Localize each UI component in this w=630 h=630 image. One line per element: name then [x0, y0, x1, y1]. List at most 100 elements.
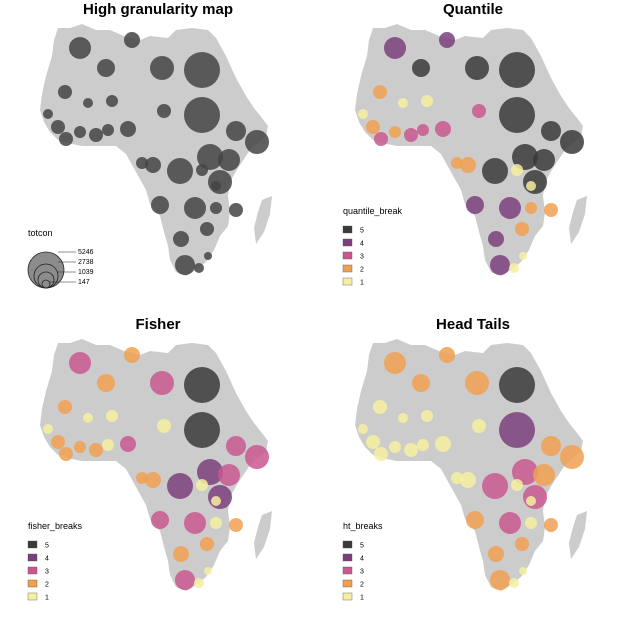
bubble-marker — [490, 570, 510, 590]
bubble-marker — [59, 447, 73, 461]
map-area — [355, 24, 587, 276]
legend-title: totcon — [28, 228, 53, 238]
bubble-marker — [245, 445, 269, 469]
map-area — [40, 24, 272, 276]
bubble-marker — [499, 367, 535, 403]
bubble-marker — [218, 464, 240, 486]
bubble-marker — [398, 98, 408, 108]
legend-label: 5246 — [78, 249, 94, 256]
legend-label: 4 — [360, 556, 364, 563]
bubble-marker — [499, 97, 535, 133]
bubble-marker — [157, 419, 171, 433]
bubble-marker — [451, 157, 463, 169]
legend-label: 5 — [360, 543, 364, 550]
bubble-marker — [184, 412, 220, 448]
bubble-marker — [106, 410, 118, 422]
size-legend: 5246 2738 1039 147 — [27, 249, 94, 289]
legend-title: ht_breaks — [343, 521, 383, 531]
bubble-marker — [97, 374, 115, 392]
bubble-marker — [373, 85, 387, 99]
panel-title: Fisher — [135, 316, 180, 333]
bubble-marker — [194, 578, 204, 588]
bubble-marker — [200, 537, 214, 551]
bubble-marker — [197, 459, 223, 485]
bubble-marker — [460, 157, 476, 173]
bubble-marker — [366, 120, 380, 134]
bubble-marker — [544, 203, 558, 217]
bubble-marker — [373, 400, 387, 414]
legend-swatches: 5 4 3 2 1 — [342, 225, 364, 287]
bubble-marker — [358, 109, 368, 119]
panel-title: High granularity map — [83, 1, 233, 18]
bubble-marker — [83, 413, 93, 423]
bubble-marker — [59, 132, 73, 146]
bubble-marker — [435, 436, 451, 452]
bubble-marker — [439, 32, 455, 48]
bubble-marker — [43, 424, 53, 434]
legend-label: 2738 — [78, 259, 94, 266]
legend-swatch — [27, 540, 38, 549]
bubble-marker — [525, 202, 537, 214]
bubble-marker — [184, 97, 220, 133]
legend-label: 2 — [360, 582, 364, 589]
legend-title: fisher_breaks — [28, 521, 83, 531]
bubble-marker — [417, 124, 429, 136]
bubble-marker — [69, 37, 91, 59]
bubble-marker — [417, 439, 429, 451]
bubble-marker — [404, 443, 418, 457]
bubble-marker — [526, 496, 536, 506]
legend-swatch — [342, 264, 353, 273]
bubble-marker — [482, 473, 508, 499]
legend-label: 5 — [45, 543, 49, 550]
bubble-marker — [488, 231, 504, 247]
legend-label: 5 — [360, 228, 364, 235]
legend-label: 1 — [45, 595, 49, 602]
bubble-marker — [120, 121, 136, 137]
bubbles-layer — [43, 32, 269, 275]
bubble-marker — [541, 121, 561, 141]
bubble-marker — [421, 410, 433, 422]
bubble-marker — [472, 419, 486, 433]
legend-swatch — [342, 566, 353, 575]
bubble-marker — [509, 578, 519, 588]
bubble-marker — [226, 436, 246, 456]
bubble-marker — [124, 347, 140, 363]
legend-label: 4 — [360, 241, 364, 248]
bubble-marker — [509, 263, 519, 273]
bubble-marker — [175, 570, 195, 590]
panel-high-granularity: High granularity map totcon 5246 2738 10… — [27, 1, 272, 289]
bubble-marker — [210, 517, 222, 529]
bubble-marker — [167, 473, 193, 499]
legend-label: 4 — [45, 556, 49, 563]
bubble-marker — [145, 472, 161, 488]
bubble-marker — [151, 511, 169, 529]
bubble-marker — [439, 347, 455, 363]
bubble-marker — [89, 128, 103, 142]
legend-label: 1 — [360, 280, 364, 287]
legend-label: 2 — [45, 582, 49, 589]
legend-label: 2 — [360, 267, 364, 274]
bubble-marker — [83, 98, 93, 108]
bubble-marker — [89, 443, 103, 457]
bubble-marker — [374, 447, 388, 461]
bubble-marker — [488, 546, 504, 562]
bubble-marker — [490, 255, 510, 275]
panel-fisher: Fisher fisher_breaks 5 4 3 2 1 — [27, 316, 272, 602]
bubbles-layer — [43, 347, 269, 590]
bubble-marker — [58, 85, 72, 99]
bubble-marker — [229, 518, 243, 532]
panel-quantile: Quantile quantile_break 5 4 3 2 1 — [342, 1, 587, 287]
bubble-marker — [511, 164, 523, 176]
bubble-marker — [451, 472, 463, 484]
bubble-marker — [196, 479, 208, 491]
bubble-marker — [358, 424, 368, 434]
bubble-marker — [366, 435, 380, 449]
bubble-marker — [51, 435, 65, 449]
bubble-marker — [525, 517, 537, 529]
legend-swatch — [342, 238, 353, 247]
legend: totcon 5246 2738 1039 147 — [27, 228, 94, 289]
legend-swatch — [27, 579, 38, 588]
bubble-marker — [466, 196, 484, 214]
bubble-marker — [499, 197, 521, 219]
